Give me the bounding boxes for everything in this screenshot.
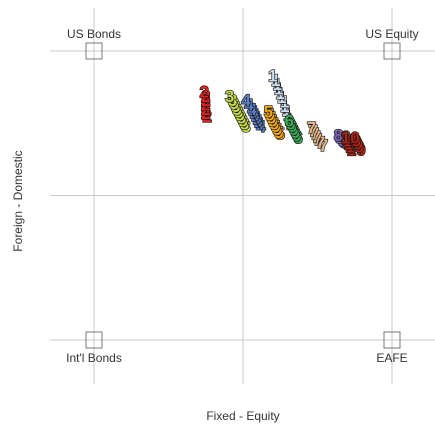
series-2-point-1: 2 (201, 87, 210, 106)
series-7-point-2: 7 (310, 124, 319, 143)
series-8-point-1: 8 (335, 129, 344, 148)
series-6-point-2: 6 (287, 117, 296, 136)
series-8-point-2: 8 (338, 132, 347, 151)
series-6-point-4: 6 (290, 123, 299, 142)
series-8-point-0: 8 (334, 126, 343, 145)
series-8-point-3: 8 (340, 133, 349, 152)
corner-markers: US Bonds US Equity Int'l Bonds EAFE (66, 27, 419, 365)
corner-label-0: US Bonds (67, 27, 121, 41)
series-4-point-1: 4 (244, 95, 254, 114)
series-5-point-7: 5 (274, 123, 283, 142)
series-10-point-2: 10 (344, 134, 363, 153)
series-4-point-0: 4 (241, 91, 251, 110)
series-2-point-5: 2 (201, 104, 210, 123)
corner-marker-3 (383, 331, 401, 349)
y-axis-title: Foreign - Domestic (11, 150, 25, 251)
series-2-point-0: 2 (200, 82, 209, 101)
series-7-point-3: 7 (311, 127, 320, 146)
series-6-point-6: 6 (293, 129, 302, 148)
corner-label-2: Int'l Bonds (66, 351, 122, 365)
series-1-point-4: 1 (276, 84, 285, 103)
series-4-point-7: 4 (255, 114, 265, 133)
corner-marker-2 (85, 331, 103, 349)
series-3-point-1: 3 (228, 91, 237, 110)
series-1-point-9: 1 (283, 106, 292, 125)
series-1-point-3: 1 (274, 80, 283, 99)
series-4-point-3: 4 (249, 103, 259, 122)
corner-marker-1 (383, 42, 401, 60)
corner-marker-0 (85, 42, 103, 60)
series-5-point-2: 5 (267, 108, 276, 127)
series-4-point-5: 4 (252, 108, 262, 127)
series-1-point-8: 1 (281, 101, 290, 120)
series-3-point-9: 3 (240, 114, 249, 133)
series-3-point-6: 3 (235, 106, 244, 125)
series-5-point-0: 5 (264, 103, 273, 122)
series-6-point-1: 6 (286, 114, 295, 133)
series-1-point-0: 1 (268, 67, 277, 86)
series-3-point-4: 3 (232, 100, 241, 119)
series-5-point-8: 5 (276, 124, 285, 143)
series-1-point-6: 1 (280, 93, 289, 112)
series-10-point-3: 10 (345, 137, 364, 156)
series-3-point-0: 3 (225, 87, 234, 106)
series-1-point-5: 1 (277, 88, 286, 107)
series-4-point-4: 4 (250, 106, 260, 125)
series-9-point-1: 9 (343, 130, 352, 149)
series-3-point-3: 3 (231, 97, 240, 116)
corner-label-3: EAFE (376, 351, 407, 365)
series-7-point-4: 7 (313, 130, 322, 149)
series-5-point-4: 5 (270, 114, 279, 133)
series-3-point-7: 3 (237, 108, 246, 127)
series-7-point-5: 7 (316, 133, 325, 152)
data-marks: 1111111111112222222333333333334444444445… (199, 66, 366, 160)
series-3-point-2: 3 (229, 94, 238, 113)
series-1-point-7: 1 (280, 97, 289, 116)
series-2-point-6: 2 (203, 107, 212, 126)
series-9-point-2: 9 (344, 133, 353, 152)
series-4-point-2: 4 (247, 100, 257, 119)
series-4-point-6: 4 (253, 111, 263, 130)
grid (50, 8, 435, 384)
series-1-point-11: 1 (286, 114, 295, 133)
series-1-point-10: 1 (284, 110, 293, 129)
series-7-point-0: 7 (307, 119, 316, 138)
series-2-point-2: 2 (201, 91, 210, 110)
series-10-point-1: 10 (342, 132, 361, 151)
series-1-point-2: 1 (273, 75, 282, 94)
series-4-point-8: 4 (256, 117, 266, 136)
series-6-point-3: 6 (289, 120, 298, 139)
series-7-point-6: 7 (319, 136, 328, 155)
corner-label-1: US Equity (365, 27, 418, 41)
series-7-point-1: 7 (308, 121, 317, 140)
series-6-point-5: 6 (292, 126, 301, 145)
series-5-point-3: 5 (268, 111, 277, 130)
series-5-point-5: 5 (271, 117, 280, 136)
series-6-point-0: 6 (284, 111, 293, 130)
series-3-point-10: 3 (241, 117, 250, 136)
series-3-point-5: 3 (234, 103, 243, 122)
series-5-point-1: 5 (265, 106, 274, 125)
series-2-point-4: 2 (201, 100, 210, 119)
series-1-point-1: 1 (271, 71, 280, 90)
series-5-point-6: 5 (273, 120, 282, 139)
series-9-point-4: 9 (347, 139, 356, 158)
series-9-point-3: 9 (346, 136, 355, 155)
series-3-point-8: 3 (238, 111, 247, 130)
series-10-point-4: 10 (347, 140, 366, 159)
series-9-point-0: 9 (341, 127, 350, 146)
series-10-point-0: 10 (341, 129, 360, 148)
series-2-point-3: 2 (201, 95, 210, 114)
series-8-point-4: 8 (343, 134, 352, 153)
x-axis-title: Fixed - Equity (206, 409, 279, 423)
